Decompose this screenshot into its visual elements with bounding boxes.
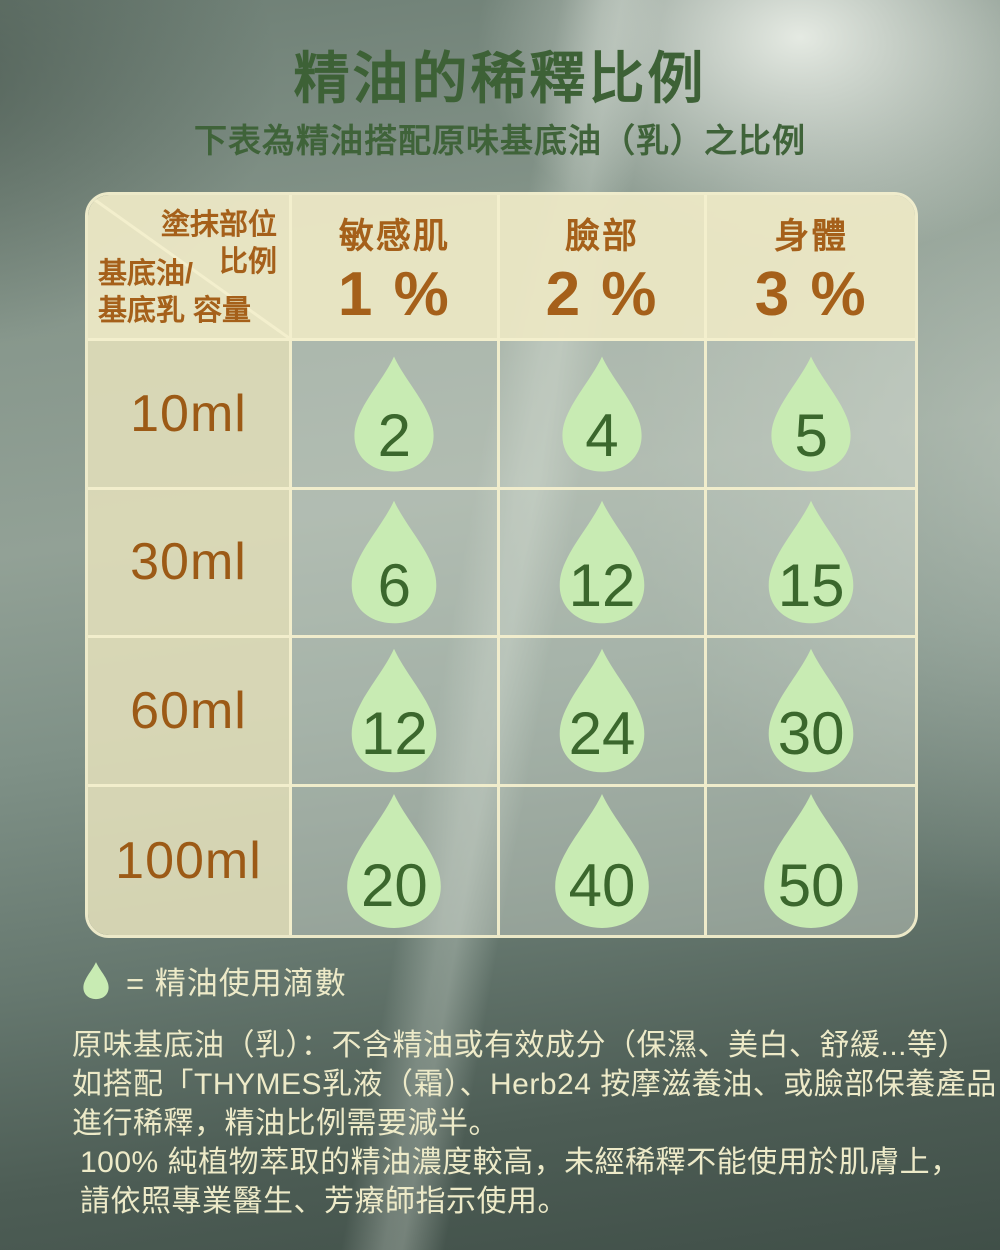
drop-count: 30: [777, 700, 845, 768]
drop-count: 20: [360, 852, 428, 920]
table-cell-10ml-3pct: 5: [707, 341, 915, 490]
droplet-icon: 15: [764, 497, 858, 627]
table-cell-10ml-2pct: 4: [499, 341, 708, 490]
table-cell-60ml-3pct: 30: [707, 638, 915, 787]
table-cell-100ml-1pct: 20: [292, 786, 500, 935]
droplet-icon: 40: [550, 790, 654, 932]
column-header-sensitive-skin: 敏感肌 1 %: [292, 195, 500, 341]
footer-line: 進行稀釋，精油比例需要減半。: [72, 1107, 499, 1140]
table-cell-60ml-1pct: 12: [292, 638, 500, 787]
drop-count: 12: [360, 700, 428, 768]
corner-cell: 塗抹部位 比例 基底油/ 基底乳 容量: [88, 195, 292, 341]
table-cell-30ml-3pct: 15: [707, 489, 915, 638]
drop-count: 15: [777, 551, 845, 619]
column-name: 身體: [774, 217, 849, 256]
table-cell-10ml-1pct: 2: [292, 341, 500, 490]
drop-count: 40: [568, 852, 636, 920]
legend: = 精油使用滴數: [82, 958, 347, 1003]
table-cell-100ml-3pct: 50: [707, 786, 915, 935]
row-label-10ml: 10ml: [88, 341, 292, 490]
page-subtitle: 下表為精油搭配原味基底油（乳）之比例: [194, 122, 806, 159]
column-name: 敏感肌: [338, 217, 450, 256]
row-label-60ml: 60ml: [88, 638, 292, 787]
droplet-icon: 2: [350, 353, 438, 475]
droplet-icon: [82, 961, 110, 1001]
droplet-icon: 4: [558, 353, 646, 475]
table-cell-30ml-2pct: 12: [499, 489, 708, 638]
droplet-icon: 5: [767, 353, 855, 475]
column-header-body: 身體 3 %: [707, 195, 915, 341]
column-name: 臉部: [564, 217, 639, 256]
dilution-table: 塗抹部位 比例 基底油/ 基底乳 容量 敏感肌 1 % 臉部 2 % 身體 3 …: [85, 192, 918, 938]
column-percent: 1 %: [337, 260, 451, 329]
droplet-icon: 20: [342, 790, 446, 932]
row-label-30ml: 30ml: [88, 489, 292, 638]
drop-count: 6: [377, 551, 412, 619]
footer-line: 請依照專業醫生、芳療師指示使用。: [80, 1185, 568, 1218]
corner-row-axis-label: 基底油/ 基底乳 容量: [98, 258, 252, 327]
table-cell-100ml-2pct: 40: [499, 786, 708, 935]
drop-count: 12: [568, 551, 636, 619]
droplet-icon: 12: [347, 645, 441, 776]
row-label-100ml: 100ml: [88, 786, 292, 935]
column-percent: 3 %: [754, 260, 868, 329]
corner-column-axis-label: 塗抹部位 比例: [160, 209, 277, 278]
table-cell-30ml-1pct: 6: [292, 489, 500, 638]
legend-label: = 精油使用滴數: [126, 966, 347, 1001]
droplet-icon: 12: [555, 497, 649, 627]
droplet-icon: 24: [555, 645, 649, 776]
drop-count: 50: [777, 852, 845, 920]
drop-count: 4: [585, 401, 619, 469]
column-header-face: 臉部 2 %: [499, 195, 708, 341]
drop-count: 5: [794, 401, 828, 469]
footer-notes: 原味基底油（乳）：不含精油或有效成分（保濕、美白、舒緩...等） 如搭配「THY…: [72, 1026, 997, 1221]
drop-count: 2: [377, 401, 412, 469]
droplet-icon: 50: [759, 790, 863, 932]
footer-line: 如搭配「THYMES乳液（霜）、Herb24 按摩滋養油、或臉部保養產品: [72, 1068, 997, 1101]
droplet-icon: 6: [347, 497, 441, 627]
footer-line: 100% 純植物萃取的精油濃度較高，未經稀釋不能使用於肌膚上，: [80, 1146, 961, 1179]
page-title: 精油的稀釋比例: [293, 47, 707, 110]
droplet-icon: 30: [764, 645, 858, 776]
drop-count: 24: [568, 700, 636, 768]
column-percent: 2 %: [545, 260, 659, 329]
footer-line: 原味基底油（乳）：不含精油或有效成分（保濕、美白、舒緩...等）: [72, 1029, 969, 1062]
table-cell-60ml-2pct: 24: [499, 638, 708, 787]
diagonal-divider: [88, 195, 289, 338]
